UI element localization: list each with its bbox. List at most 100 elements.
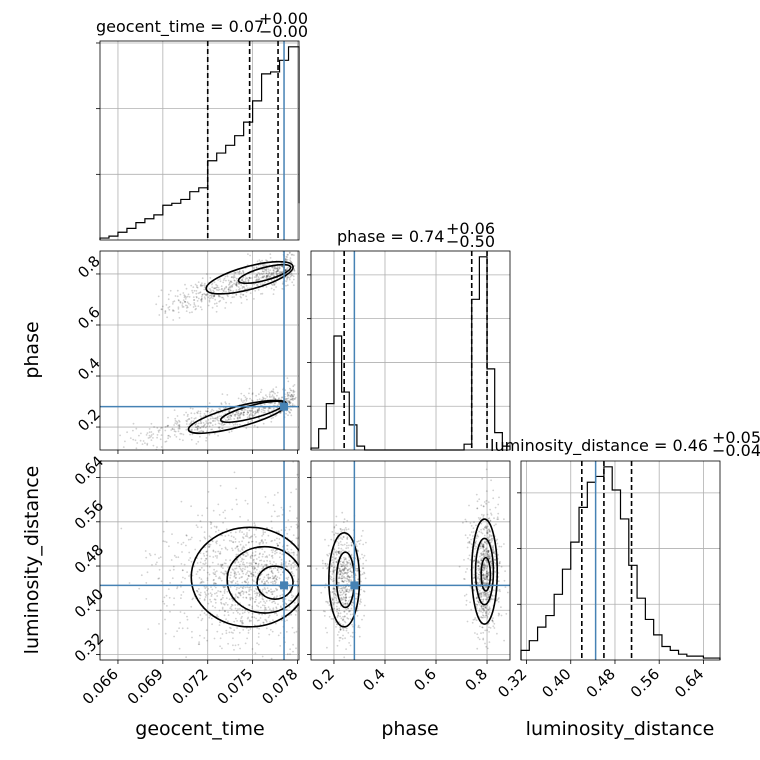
gt-ph-sample-point-380 — [287, 414, 289, 417]
gt-ld-sample-point-883 — [241, 557, 244, 560]
ph-ld-sample-point-615 — [342, 549, 344, 552]
gt-ph-sample-point-229 — [290, 414, 293, 417]
gt-ld-sample-point-419 — [259, 552, 261, 555]
ph-ld-sample-point-71 — [331, 597, 333, 599]
ph-ld-sample-point-1227 — [468, 542, 471, 544]
gt-ph-sample-point-857 — [218, 300, 221, 303]
gt-ph-sample-point-741 — [255, 276, 257, 278]
gt-ld-sample-point-1113 — [272, 607, 275, 610]
gt-ph-sample-point-706 — [279, 271, 282, 273]
gt-ld-sample-point-1305 — [251, 616, 254, 618]
ph-ld-sample-point-96 — [345, 563, 348, 566]
gt-ld-sample-point-742 — [293, 574, 295, 577]
gt-ph-sample-point-1377 — [240, 279, 243, 281]
ph-ld-sample-point-149 — [337, 537, 340, 540]
gt-ph-sample-point-1075 — [221, 287, 223, 290]
gt-ph-sample-point-1162 — [277, 270, 280, 272]
ph-ld-sample-point-213 — [337, 544, 340, 547]
gt-ld-sample-point-1341 — [308, 530, 310, 532]
gt-ld-sample-point-1086 — [205, 557, 208, 560]
ph-ld-sample-point-971 — [483, 577, 486, 579]
ph-ld-sample-point-223 — [326, 553, 328, 556]
gt-ph-sample-point-356 — [189, 433, 192, 436]
gt-ld-sample-point-1059 — [180, 500, 183, 503]
gt-ph-sample-point-1385 — [185, 304, 187, 307]
gt-ld-sample-point-1128 — [215, 570, 218, 572]
gt-ld-sample-point-351 — [239, 593, 242, 596]
gt-ld-sample-point-622 — [254, 600, 257, 603]
gt-ld-sample-point-363 — [223, 586, 226, 588]
gt-ld-sample-point-215 — [245, 591, 248, 593]
ph-ld-sample-point-1205 — [468, 554, 471, 557]
gt-ph-sample-point-1255 — [245, 295, 248, 298]
gt-ld-sample-point-752 — [309, 549, 311, 551]
gt-ph-sample-point-1288 — [228, 283, 230, 286]
ph-ld-sample-point-527 — [339, 628, 342, 631]
gt-ld-sample-point-466 — [227, 580, 230, 582]
gt-ph-sample-point-1320 — [268, 275, 271, 278]
gt-ld-sample-point-216 — [266, 556, 269, 559]
gt-ph-sample-point-1372 — [161, 305, 164, 308]
gt-ld-sample-point-162 — [251, 567, 254, 569]
ph-ld-sample-point-594 — [360, 535, 363, 537]
ph-ld-sample-point-1063 — [481, 546, 484, 548]
ph-ld-sample-point-587 — [335, 595, 338, 597]
ph-ld-sample-point-777 — [489, 534, 492, 537]
gt-ld-sample-point-916 — [226, 590, 229, 593]
gt-ph-sample-point-852 — [235, 281, 238, 284]
ph-ld-sample-point-643 — [481, 543, 484, 546]
gt-ph-sample-point-275 — [211, 408, 214, 411]
gt-ph-sample-point-411 — [250, 410, 252, 413]
gt-ph-sample-point-497 — [132, 422, 135, 425]
gt-ph-sample-point-890 — [178, 299, 180, 302]
gt-ld-sample-point-140 — [165, 594, 168, 597]
gt-ld-sample-point-1017 — [203, 599, 206, 602]
gt-ld-sample-point-1325 — [252, 574, 255, 577]
ph-ld-sample-point-499 — [320, 591, 323, 594]
gt-ph-sample-point-1 — [277, 398, 280, 400]
gt-ld-sample-point-621 — [297, 525, 299, 528]
ph-ld-sample-point-1289 — [488, 530, 491, 533]
gt-ld-sample-point-1000 — [198, 593, 200, 596]
gt-ph-sample-point-1166 — [224, 275, 227, 278]
gt-ld-sample-point-259 — [224, 588, 226, 591]
gt-ph-sample-point-732 — [184, 295, 187, 297]
ph-ld-sample-point-1014 — [477, 567, 480, 570]
gt-ld-sample-point-70 — [271, 571, 274, 574]
x-phase-xtick-label-2: 0.6 — [410, 665, 440, 695]
ph-ld-sample-point-1173 — [483, 563, 485, 566]
ph-ld-sample-point-190 — [332, 567, 335, 569]
gt-ld-sample-point-932 — [236, 546, 238, 548]
ph-ld-sample-point-1365 — [488, 538, 491, 541]
gt-ph-sample-point-989 — [172, 309, 174, 311]
gt-ld-sample-point-1222 — [204, 559, 207, 562]
gt-ld-sample-point-774 — [230, 531, 232, 534]
gt-ph-sample-point-943 — [255, 274, 257, 277]
ph-ld-sample-point-283 — [338, 551, 340, 553]
gt-ld-sample-point-908 — [233, 649, 235, 651]
gt-ph-sample-point-132 — [278, 403, 281, 406]
ph-ld-sample-point-1224 — [484, 566, 487, 569]
ph-ld-sample-point-957 — [489, 607, 491, 610]
gt-ld-sample-point-559 — [180, 581, 183, 583]
gt-ph-sample-point-387 — [147, 437, 150, 439]
gt-ph-sample-point-687 — [206, 425, 208, 428]
ph-ld-sample-point-991 — [493, 517, 495, 520]
hist-panel-phase — [307, 250, 511, 451]
gt-ph-sample-point-160 — [288, 402, 291, 404]
ph-ld-sample-point-533 — [344, 587, 347, 589]
gt-ld-sample-point-1 — [266, 592, 268, 594]
ph-ld-sample-point-874 — [470, 608, 473, 611]
gt-ld-sample-point-568 — [254, 562, 257, 565]
gt-ld-sample-point-427 — [306, 554, 308, 556]
ph-ld-sample-point-737 — [482, 595, 485, 597]
gt-ph-sample-point-575 — [199, 412, 202, 415]
gt-ld-sample-point-575 — [252, 575, 255, 577]
gt-ph-sample-point-316 — [227, 418, 230, 421]
ph-ld-sample-point-1329 — [475, 493, 478, 496]
ph-ld-sample-point-1089 — [482, 598, 485, 601]
gt-ld-sample-point-684 — [264, 588, 266, 591]
ph-ld-sample-point-124 — [346, 575, 349, 577]
gt-ld-sample-point-1137 — [258, 594, 261, 597]
gt-ph-sample-point-906 — [263, 263, 266, 266]
